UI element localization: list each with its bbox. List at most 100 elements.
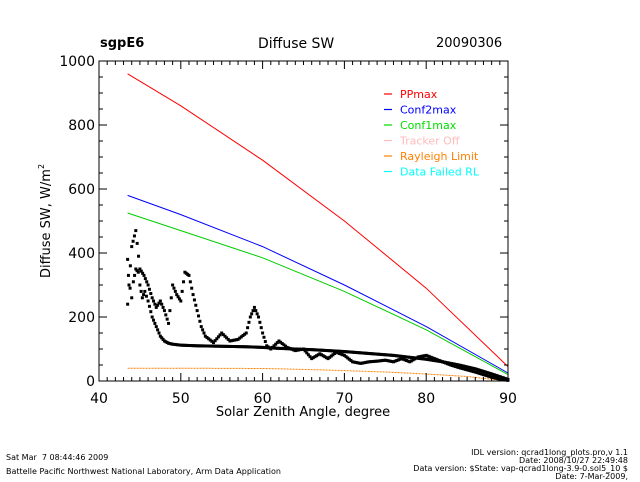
data-point [385, 359, 389, 363]
data-point [319, 353, 323, 357]
data-point [231, 338, 235, 342]
data-point [460, 366, 464, 370]
data-point [248, 315, 252, 319]
data-point [177, 343, 181, 347]
footer-idl-version: IDL version: qcrad1long_plots.pro,v 1.1 [471, 448, 628, 457]
data-point [462, 367, 466, 371]
y-tick-label: 400 [68, 246, 95, 262]
data-point [421, 354, 425, 358]
data-point [152, 299, 156, 303]
data-point [293, 349, 297, 353]
data-point [290, 347, 294, 351]
data-point [192, 298, 196, 302]
data-point [406, 359, 410, 363]
data-point [157, 301, 161, 305]
data-point [172, 342, 176, 346]
data-point [346, 356, 350, 360]
data-point [323, 355, 327, 359]
data-point [208, 338, 212, 342]
data-point [483, 373, 487, 377]
data-point [463, 367, 467, 371]
data-point [491, 376, 495, 380]
data-point [454, 365, 458, 369]
data-point [434, 357, 438, 361]
data-point [279, 340, 283, 344]
footer-idl-date: Date: 2008/10/27 22:49:48 [519, 456, 628, 465]
data-point [367, 360, 371, 364]
data-point [311, 356, 315, 360]
data-point [408, 360, 412, 364]
data-point [339, 352, 343, 356]
data-point [233, 338, 237, 342]
data-point [427, 355, 431, 359]
data-point [165, 317, 169, 321]
data-point [297, 348, 301, 352]
data-point [147, 287, 151, 291]
data-point [216, 335, 220, 339]
y-tick-label: 200 [68, 310, 95, 326]
y-tick-label: 800 [68, 118, 95, 134]
data-point [128, 286, 132, 290]
data-point [126, 273, 130, 277]
chart-title: Diffuse SW [258, 36, 335, 52]
line-conf2max [127, 194, 509, 374]
data-point [503, 378, 507, 382]
data-point [160, 336, 164, 340]
data-point [383, 358, 387, 362]
data-point [331, 353, 335, 357]
data-point [202, 331, 206, 335]
data-point [333, 351, 337, 355]
data-point [501, 378, 505, 382]
data-point [486, 374, 490, 378]
data-point [398, 357, 402, 361]
data-point [465, 368, 469, 372]
data-point [328, 355, 332, 359]
data-point [153, 302, 157, 306]
data-point [318, 352, 322, 356]
data-point [445, 362, 449, 366]
data-point [225, 336, 229, 340]
date-label: 20090306 [436, 36, 503, 51]
y-tick-label: 600 [68, 182, 95, 198]
data-point [378, 359, 382, 363]
data-point [131, 280, 135, 284]
data-point [349, 359, 353, 363]
data-point [137, 254, 141, 258]
data-point [234, 338, 238, 342]
data-point [326, 357, 330, 361]
data-point [439, 359, 443, 363]
data-point [263, 340, 267, 344]
data-point [355, 361, 359, 365]
data-point [316, 353, 320, 357]
data-point [432, 357, 436, 361]
y-axis-label: Diffuse SW, W/m2 [37, 164, 54, 278]
data-point [391, 360, 395, 364]
y-axis-label-text: Diffuse SW, W/m [39, 169, 54, 278]
data-point [298, 348, 302, 352]
data-point [182, 280, 186, 284]
data-point [329, 354, 333, 358]
data-point [171, 283, 175, 287]
data-point [230, 339, 234, 343]
data-point [413, 357, 417, 361]
data-point [134, 267, 138, 271]
data-point [426, 354, 430, 358]
data-point [472, 370, 476, 374]
data-point [139, 269, 143, 273]
data-point [228, 339, 232, 343]
data-point [455, 365, 459, 369]
data-point [197, 314, 201, 318]
data-point [324, 356, 328, 360]
data-point [195, 309, 199, 313]
data-point [162, 309, 166, 313]
data-point [337, 351, 341, 355]
data-point [144, 294, 148, 298]
data-point [177, 297, 181, 301]
data-point [277, 339, 281, 343]
data-point [244, 331, 248, 335]
data-point [396, 358, 400, 362]
data-point [135, 269, 139, 273]
data-point [191, 293, 195, 297]
data-point [485, 374, 489, 378]
